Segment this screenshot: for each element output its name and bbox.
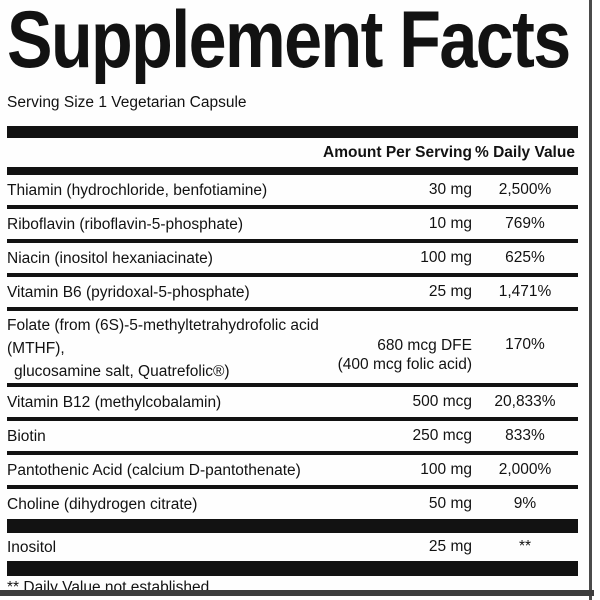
- row-divider: [7, 205, 578, 209]
- nutrient-name: Choline (dihydrogen citrate): [7, 495, 198, 513]
- folate-amount-note: (400 mcg folic acid): [337, 356, 472, 373]
- nutrient-name: Thiamin (hydrochloride, benfotiamine): [7, 181, 268, 199]
- nutrient-amount: 10 mg: [428, 215, 472, 232]
- table-header-row: Amount Per Serving % Daily Value: [7, 138, 578, 167]
- row-divider: [7, 485, 578, 489]
- nutrient-amount: 25 mg: [428, 283, 472, 300]
- serving-size: Serving Size 1 Vegetarian Capsule: [7, 94, 247, 111]
- nutrient-amount: 500 mcg: [412, 393, 472, 410]
- nutrient-daily-value: 2,500%: [498, 181, 552, 198]
- label-right-border: [589, 0, 592, 600]
- nutrient-daily-value: 9%: [513, 495, 537, 512]
- row-divider: [7, 273, 578, 277]
- folate-amount: 680 mcg DFE: [377, 337, 472, 354]
- label-bottom-border: [0, 590, 594, 596]
- nutrient-name: Pantothenic Acid (calcium D-pantothenate…: [7, 461, 301, 479]
- nutrient-daily-value: 769%: [505, 215, 545, 232]
- nutrient-name: Riboflavin (riboflavin-5-phosphate): [7, 215, 244, 233]
- nutrient-amount: 30 mg: [428, 181, 472, 198]
- nutrient-daily-value: 20,833%: [494, 393, 556, 410]
- header-divider-bar: [7, 167, 578, 175]
- table-row-riboflavin: Riboflavin (riboflavin-5-phosphate) 10 m…: [7, 209, 578, 239]
- row-divider: [7, 383, 578, 387]
- nutrient-daily-value: 833%: [505, 427, 545, 444]
- table-row-pantothenic-acid: Pantothenic Acid (calcium D-pantothenate…: [7, 455, 578, 485]
- nutrient-amount: 100 mg: [420, 249, 472, 266]
- row-divider: [7, 451, 578, 455]
- table-row-biotin: Biotin 250 mcg 833%: [7, 421, 578, 451]
- nutrient-name: Vitamin B6 (pyridoxal-5-phosphate): [7, 283, 250, 301]
- nutrient-daily-value: 170%: [505, 336, 545, 353]
- nutrient-name: Niacin (inositol hexaniacinate): [7, 249, 213, 267]
- row-divider: [7, 239, 578, 243]
- table-row-choline: Choline (dihydrogen citrate) 50 mg 9%: [7, 489, 578, 519]
- table-row-niacin: Niacin (inositol hexaniacinate) 100 mg 6…: [7, 243, 578, 273]
- folate-name-line1: Folate (from (6S)-5-methyltetrahydrofoli…: [7, 317, 319, 357]
- table-row-folate: Folate (from (6S)-5-methyltetrahydrofoli…: [7, 311, 578, 383]
- section-divider-bar: [7, 519, 578, 533]
- folate-name-line2: glucosamine salt, Quatrefolic®): [14, 363, 230, 380]
- label-title-wrap: Supplement Facts: [7, 0, 578, 82]
- label-title: Supplement Facts: [7, 0, 571, 85]
- nutrient-amount: 50 mg: [428, 495, 472, 512]
- bottom-divider-bar: [7, 561, 578, 576]
- header-daily-value: % Daily Value: [475, 143, 575, 161]
- top-divider-bar: [7, 126, 578, 138]
- nutrient-daily-value: 625%: [505, 249, 545, 266]
- nutrient-daily-value: 2,000%: [498, 461, 552, 478]
- row-divider: [7, 307, 578, 311]
- nutrient-name: Folate (from (6S)-5-methyltetrahydrofoli…: [7, 314, 322, 383]
- header-amount-per-serving: Amount Per Serving: [323, 143, 472, 161]
- nutrient-amount: 25 mg: [428, 538, 472, 555]
- table-row-thiamin: Thiamin (hydrochloride, benfotiamine) 30…: [7, 175, 578, 205]
- table-row-vitamin-b12: Vitamin B12 (methylcobalamin) 500 mcg 20…: [7, 387, 578, 417]
- table-row-vitamin-b6: Vitamin B6 (pyridoxal-5-phosphate) 25 mg…: [7, 277, 578, 307]
- nutrient-amount: 680 mcg DFE (400 mcg folic acid): [322, 314, 472, 374]
- nutrient-daily-value: 1,471%: [498, 283, 552, 300]
- nutrient-name: Vitamin B12 (methylcobalamin): [7, 393, 222, 411]
- nutrient-daily-value: **: [518, 538, 532, 555]
- label-content: Supplement Facts Serving Size 1 Vegetari…: [7, 0, 578, 597]
- table-row-inositol: Inositol 25 mg **: [7, 533, 578, 561]
- nutrient-name: Inositol: [7, 538, 57, 556]
- nutrient-amount: 100 mg: [420, 461, 472, 478]
- nutrient-name: Biotin: [7, 427, 46, 445]
- nutrient-amount: 250 mcg: [412, 427, 472, 444]
- row-divider: [7, 417, 578, 421]
